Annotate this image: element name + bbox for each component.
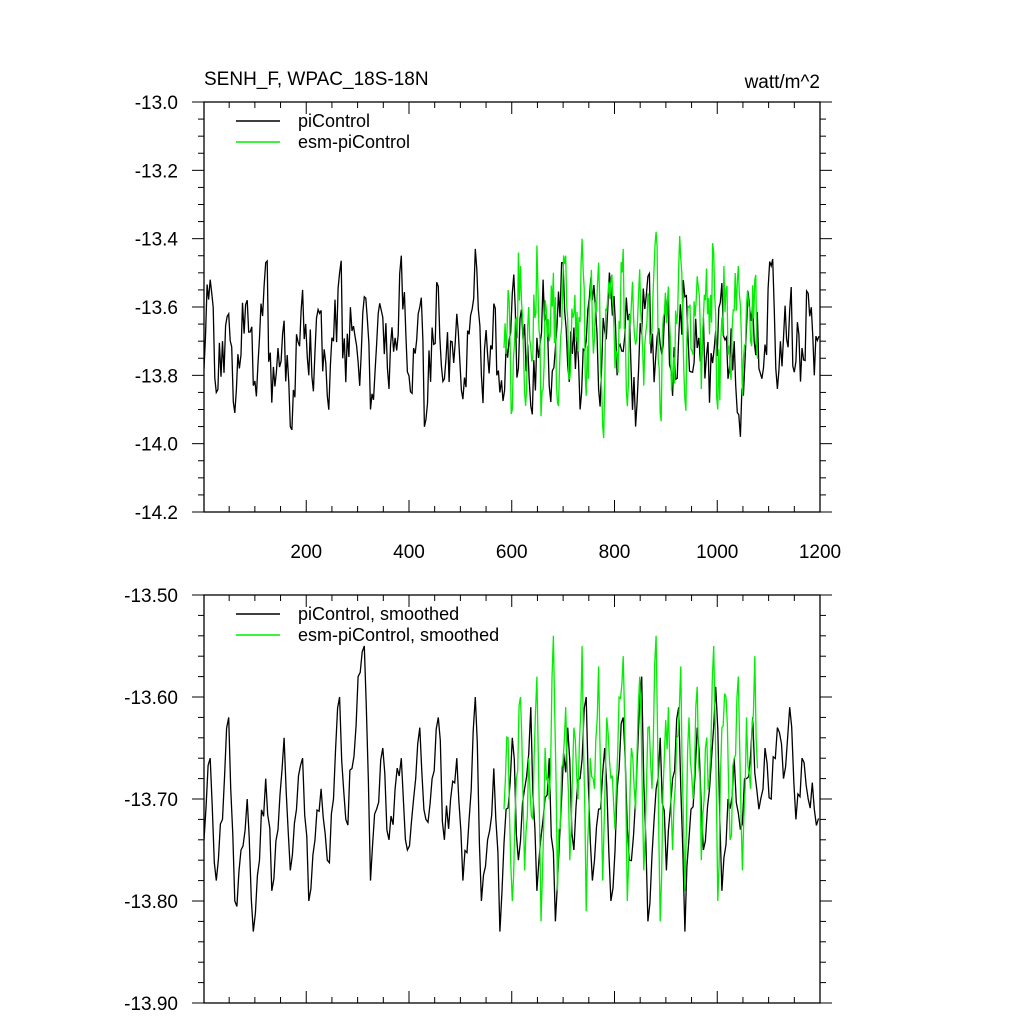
x-tick-label: 400 xyxy=(393,542,425,563)
series-line-picontrol-panel-1 xyxy=(204,645,820,932)
y-tick-label: -13.90 xyxy=(124,994,178,1015)
legend-label-0: piControl, smoothed xyxy=(298,604,459,624)
legend-label-0: piControl xyxy=(298,111,370,131)
y-tick-label: -13.2 xyxy=(135,161,178,182)
figure-title: SENH_F, WPAC_18S-18N xyxy=(204,69,429,90)
y-tick-label: -13.4 xyxy=(135,230,179,251)
series-line-esm-picontrol-panel-1 xyxy=(503,635,759,922)
bottom-panel: -13.50 -13.60 -13.70 -13.80 -13.90 piControl,… xyxy=(124,586,832,1015)
y-tick-label: -13.8 xyxy=(135,366,178,387)
x-tick-label: 600 xyxy=(496,542,528,563)
y-tick-label: -13.0 xyxy=(135,93,178,114)
units-label: watt/m^2 xyxy=(744,72,820,93)
x-tick-label: 800 xyxy=(599,542,631,563)
y-tick-label: -13.50 xyxy=(124,586,178,607)
x-tick-label: 1200 xyxy=(799,542,841,563)
x-tick-label: 200 xyxy=(290,542,322,563)
legend-label-1: esm-piControl, smoothed xyxy=(298,625,499,645)
y-tick-label: -13.6 xyxy=(135,298,178,319)
legend-label-1: esm-piControl xyxy=(298,132,410,152)
x-tick-label: 1000 xyxy=(696,542,738,563)
y-tick-label: -14.2 xyxy=(135,503,178,524)
y-tick-label: -13.80 xyxy=(124,892,178,913)
y-tick-label: -13.60 xyxy=(124,688,178,709)
y-tick-label: -14.0 xyxy=(135,435,178,456)
top-panel: -13.0 -13.2 -13.4 -13.6 -13.8 -14.0 -14.2 200 40… xyxy=(135,93,841,563)
y-tick-label: -13.70 xyxy=(124,790,178,811)
series-line-esm-picontrol-panel-0 xyxy=(503,231,759,439)
